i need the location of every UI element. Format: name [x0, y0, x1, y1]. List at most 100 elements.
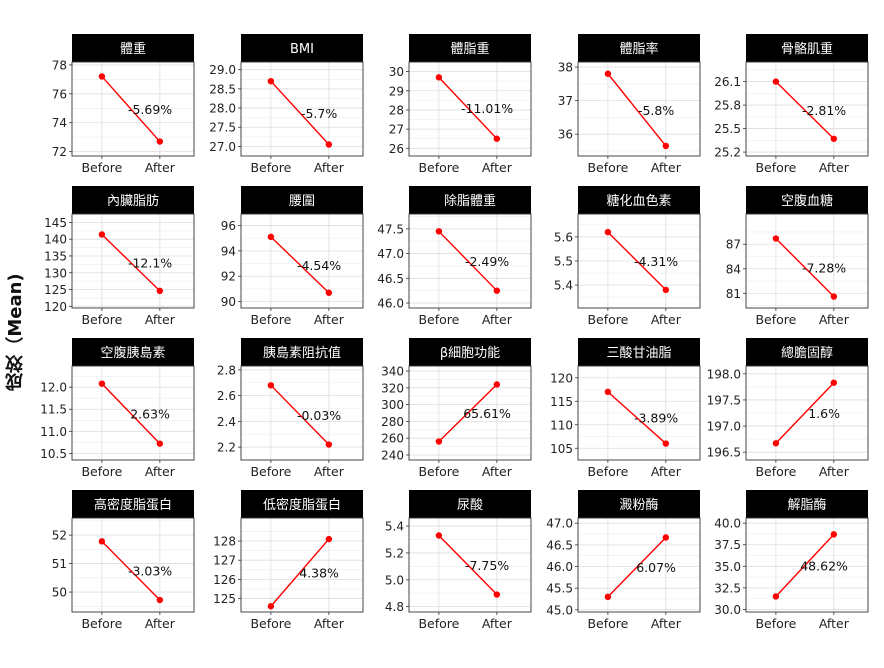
facet-header	[746, 34, 868, 62]
series-line	[438, 76, 498, 140]
x-tick-label: Before	[81, 312, 122, 327]
facet-header	[578, 490, 700, 518]
plot-area	[72, 214, 194, 308]
facet-title: 尿酸	[457, 498, 483, 513]
facet-header	[72, 186, 194, 214]
change-annotation: 6.07%	[636, 560, 676, 575]
facet-title: 三酸甘油脂	[606, 346, 671, 361]
series-line	[101, 383, 161, 445]
y-tick-label: 2.2	[217, 441, 236, 455]
y-tick-label: 28.5	[209, 82, 236, 96]
panel-border	[408, 517, 532, 613]
y-tick-label: 38	[558, 61, 573, 75]
x-tick-label: After	[314, 312, 345, 327]
panel-border	[240, 61, 364, 157]
facet-panel: 總膽固醇 196.5 197.0 197.5 198.0 Before After 1.6%	[707, 338, 869, 479]
change-annotation: -4.31%	[634, 254, 678, 269]
data-point	[830, 531, 838, 538]
y-tick-label: 11.5	[40, 403, 67, 417]
change-annotation: -11.01%	[461, 101, 513, 116]
facet-panel: β細胞功能 240 260 280 300 320 340 Before After 65.61%	[381, 338, 532, 479]
facet-header	[578, 338, 700, 366]
plot-area	[72, 366, 194, 460]
x-tick-label: Before	[755, 312, 796, 327]
facet-title: 內臟脂肪	[107, 193, 159, 209]
plot-area	[241, 518, 363, 612]
y-tick-label: 46.5	[377, 272, 404, 286]
facet-panel: 低密度脂蛋白 125 126 127 128 Before After 4.38%	[213, 490, 364, 631]
series-line	[775, 382, 835, 444]
data-point	[604, 593, 612, 601]
facet-title: 空腹血糖	[781, 193, 833, 209]
facet-title: 胰島素阻抗值	[263, 345, 341, 361]
data-point	[267, 77, 275, 85]
change-annotation: -12.1%	[128, 256, 172, 271]
x-tick-label: Before	[81, 616, 122, 631]
facet-header	[409, 186, 531, 214]
data-point	[604, 388, 612, 396]
x-tick-label: Before	[418, 160, 459, 175]
data-point	[98, 380, 106, 387]
y-tick-label: 5.2	[385, 546, 404, 560]
facet-header	[746, 186, 868, 214]
facet-title: 骨骼肌重	[781, 41, 833, 57]
panel-border	[577, 61, 701, 157]
data-point	[830, 379, 838, 386]
panel-border	[71, 365, 195, 461]
facet-panel: 三酸甘油脂 105 110 115 120 Before After -3.89%	[550, 338, 701, 479]
x-tick-label: Before	[418, 312, 459, 327]
y-tick-label: 135	[44, 249, 67, 263]
panel-border	[745, 61, 869, 157]
x-tick-label: After	[819, 616, 850, 631]
panel-border	[745, 517, 869, 613]
y-tick-label: 130	[44, 266, 67, 280]
x-tick-label: After	[482, 312, 513, 327]
y-tick-label: 45.5	[546, 582, 573, 596]
data-point	[156, 138, 164, 145]
y-tick-label: 126	[213, 573, 236, 587]
change-annotation: -2.81%	[802, 103, 846, 118]
x-tick-label: After	[314, 616, 345, 631]
x-tick-label: Before	[250, 464, 291, 479]
y-tick-label: 26.1	[714, 75, 741, 89]
series-line	[438, 534, 498, 596]
facet-panel: 腰圍 90 92 94 96 Before After -4.54%	[221, 186, 364, 327]
facet-header	[409, 338, 531, 366]
y-tick-label: 280	[381, 415, 404, 429]
panel-border	[240, 517, 364, 613]
facet-panel: 空腹血糖 81 84 87 Before After -7.28%	[726, 186, 869, 327]
facet-title: 澱粉酶	[619, 497, 658, 513]
change-annotation: -3.03%	[128, 564, 172, 579]
plot-area	[578, 62, 700, 156]
facet-panel: 尿酸 4.8 5.0 5.2 5.4 Before After -7.75%	[385, 490, 532, 631]
facet-header	[578, 34, 700, 62]
data-point	[98, 231, 106, 238]
y-tick-label: 320	[381, 381, 404, 395]
data-point	[156, 440, 164, 447]
panel-border	[577, 517, 701, 613]
x-tick-label: After	[651, 616, 682, 631]
data-point	[772, 593, 780, 600]
facet-header	[241, 186, 363, 214]
y-tick-label: 10.5	[40, 447, 67, 461]
y-tick-label: 5.6	[554, 230, 573, 244]
change-annotation: 65.61%	[463, 406, 511, 421]
y-tick-label: 340	[381, 365, 404, 379]
facet-panel: 解脂酶 30.0 32.5 35.0 37.5 40.0 Before After 48.62%	[714, 490, 869, 631]
panel-border	[577, 365, 701, 461]
x-tick-label: After	[819, 160, 850, 175]
x-tick-label: After	[651, 312, 682, 327]
facet-header	[72, 490, 194, 518]
y-tick-label: 37.5	[714, 538, 741, 552]
change-annotation: -4.54%	[297, 258, 341, 273]
change-annotation: -5.69%	[128, 102, 172, 117]
x-tick-label: Before	[755, 160, 796, 175]
data-point	[604, 70, 612, 77]
y-tick-label: 5.5	[554, 255, 573, 269]
y-tick-label: 37	[558, 94, 573, 108]
y-tick-label: 240	[381, 448, 404, 462]
y-tick-label: 140	[44, 233, 67, 247]
plot-area	[72, 62, 194, 156]
x-tick-label: Before	[755, 616, 796, 631]
